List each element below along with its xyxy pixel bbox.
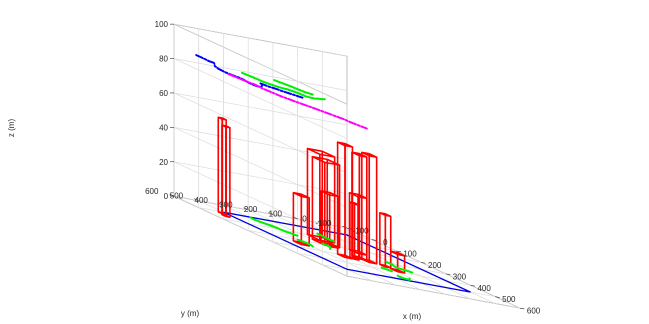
trajectory-line [380, 266, 393, 273]
obstacle-box [221, 124, 231, 218]
obstacle-box [292, 191, 311, 247]
boundary-box [223, 211, 471, 293]
trajectory-line [273, 79, 314, 96]
y-tick-label: 400 [195, 196, 209, 205]
x-tick-mark [421, 262, 426, 264]
x-tick-label: 300 [453, 272, 467, 281]
x-tick-label: 400 [477, 284, 491, 293]
y-tick-label: 100 [269, 210, 283, 219]
y-tick-label: 200 [244, 205, 258, 214]
trajectory-line [249, 216, 299, 237]
x-tick-mark [495, 296, 500, 298]
x-tick-mark [445, 273, 451, 275]
trajectory-line [227, 73, 368, 130]
z-tick-label: 100 [155, 20, 169, 29]
z-tick-label: 20 [159, 158, 168, 167]
area-boundary [223, 211, 471, 293]
trajectory-line [316, 232, 336, 243]
y-tick-label: 500 [170, 191, 184, 200]
x-tick-label: 200 [428, 261, 442, 270]
x-tick-label: -100 [353, 227, 370, 236]
y-grid-line [223, 33, 397, 286]
x-tick-label: 600 [527, 307, 541, 316]
obstacle-box [360, 151, 378, 265]
y-grid-line [297, 47, 471, 300]
x-tick-mark [470, 284, 476, 287]
trajectory-line [195, 54, 304, 99]
z-axis-label: z (m) [7, 119, 16, 138]
y-tick-mark [243, 207, 249, 211]
trajectory-line [241, 71, 326, 101]
obstacle-bottom [389, 267, 406, 274]
x-grid-line [321, 92, 496, 298]
x-grid-line [346, 104, 521, 309]
y-tick-label: 0 [302, 214, 307, 223]
obstacle-box [306, 147, 336, 244]
y-tick-mark [169, 193, 175, 197]
z-grid-line [173, 23, 348, 105]
y-tick-label: 300 [219, 201, 233, 210]
y-tick-mark [268, 212, 273, 215]
x-tick-mark [519, 307, 525, 310]
y-tick-label: 600 [145, 187, 159, 196]
y-tick-label: -100 [315, 219, 332, 228]
trajectory-line [385, 261, 414, 274]
x-tick-label: 100 [403, 250, 417, 259]
x-tick-mark [396, 250, 401, 253]
trajectory-line [296, 238, 314, 248]
obstacle-top [311, 155, 341, 166]
y-tick-mark [194, 198, 199, 201]
axis-ticks [169, 23, 525, 310]
trajectory-line [321, 242, 332, 250]
z-tick-label: 80 [159, 55, 168, 64]
x-tick-label: 0 [383, 238, 388, 247]
z-tick-label: 60 [159, 89, 168, 98]
y-grid-line [346, 56, 521, 309]
x-axis-label: x (m) [403, 312, 422, 321]
trajectory-line [396, 274, 411, 281]
obstacle-box [351, 151, 368, 262]
y-grid-line [321, 51, 496, 304]
x-tick-label: 500 [502, 295, 516, 304]
z-tick-label: 40 [159, 123, 168, 132]
z-tick-label: 0 [164, 192, 169, 201]
trajectories [195, 54, 414, 281]
y-axis-label: y (m) [181, 309, 200, 318]
tick-labels: -1000100200300400500600-1000100200300400… [145, 20, 541, 316]
x-tick-mark [371, 239, 377, 241]
